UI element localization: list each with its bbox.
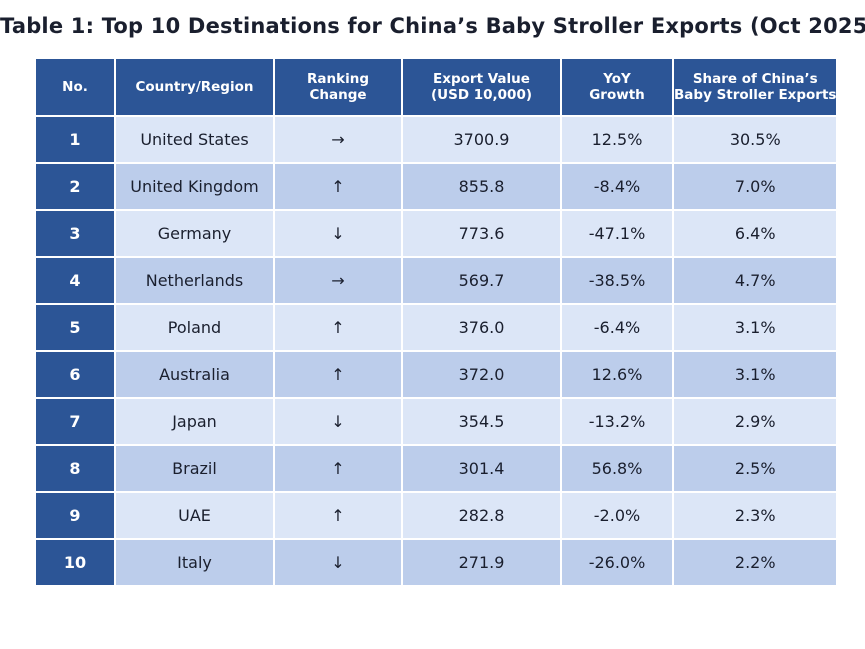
cell-ranking-change: ↑ (273, 491, 403, 540)
header-country: Country/Region (114, 57, 275, 117)
cell-rank: 4 (34, 256, 116, 305)
cell-share: 6.4% (671, 209, 839, 258)
cell-export-value: 354.5 (401, 397, 562, 446)
header-share-line-1: Share of China’s (692, 71, 818, 87)
cell-yoy-growth: 12.6% (560, 350, 674, 399)
cell-rank: 7 (34, 397, 116, 446)
cell-country: United Kingdom (114, 162, 275, 211)
cell-country: Brazil (114, 444, 275, 493)
header-no: No. (34, 57, 116, 117)
cell-ranking-change: ↑ (273, 350, 403, 399)
cell-yoy-growth: -2.0% (560, 491, 674, 540)
header-row: No. Country/Region Ranking Change Export… (34, 57, 839, 117)
cell-export-value: 855.8 (401, 162, 562, 211)
cell-export-value: 569.7 (401, 256, 562, 305)
cell-ranking-change: → (273, 115, 403, 164)
cell-rank: 2 (34, 162, 116, 211)
cell-yoy-growth: -26.0% (560, 538, 674, 587)
cell-ranking-change: ↑ (273, 303, 403, 352)
cell-ranking-change: ↓ (273, 397, 403, 446)
table-row: 2 United Kingdom ↑ 855.8 -8.4% 7.0% (34, 162, 839, 211)
cell-country: UAE (114, 491, 275, 540)
header-export-line-2: (USD 10,000) (430, 87, 533, 103)
cell-ranking-change: ↑ (273, 162, 403, 211)
cell-country: Italy (114, 538, 275, 587)
header-yoy-line-2: Growth (589, 87, 645, 103)
cell-country: Australia (114, 350, 275, 399)
header-export-line-1: Export Value (433, 71, 530, 87)
cell-export-value: 376.0 (401, 303, 562, 352)
header-country-line-1: Country/Region (135, 79, 254, 95)
cell-share: 2.9% (671, 397, 839, 446)
cell-ranking-change: ↓ (273, 538, 403, 587)
header-yoy-growth: YoY Growth (560, 57, 674, 117)
cell-yoy-growth: -6.4% (560, 303, 674, 352)
cell-rank: 1 (34, 115, 116, 164)
header-export-value: Export Value (USD 10,000) (401, 57, 562, 117)
cell-share: 3.1% (671, 350, 839, 399)
cell-share: 3.1% (671, 303, 839, 352)
cell-rank: 3 (34, 209, 116, 258)
table-row: 6 Australia ↑ 372.0 12.6% 3.1% (34, 350, 839, 399)
cell-share: 2.5% (671, 444, 839, 493)
cell-share: 2.2% (671, 538, 839, 587)
cell-yoy-growth: 56.8% (560, 444, 674, 493)
cell-export-value: 282.8 (401, 491, 562, 540)
cell-export-value: 773.6 (401, 209, 562, 258)
cell-country: United States (114, 115, 275, 164)
cell-country: Poland (114, 303, 275, 352)
header-share: Share of China’s Baby Stroller Exports (671, 57, 839, 117)
cell-share: 4.7% (671, 256, 839, 305)
table-row: 1 United States → 3700.9 12.5% 30.5% (34, 115, 839, 164)
cell-rank: 9 (34, 491, 116, 540)
cell-rank: 5 (34, 303, 116, 352)
cell-rank: 6 (34, 350, 116, 399)
table-row: 10 Italy ↓ 271.9 -26.0% 2.2% (34, 538, 839, 587)
header-ranking-line-1: Ranking (307, 71, 369, 87)
cell-export-value: 271.9 (401, 538, 562, 587)
table-row: 3 Germany ↓ 773.6 -47.1% 6.4% (34, 209, 839, 258)
cell-yoy-growth: -47.1% (560, 209, 674, 258)
cell-yoy-growth: -13.2% (560, 397, 674, 446)
cell-country: Netherlands (114, 256, 275, 305)
cell-rank: 10 (34, 538, 116, 587)
cell-yoy-growth: -38.5% (560, 256, 674, 305)
cell-ranking-change: ↓ (273, 209, 403, 258)
cell-yoy-growth: 12.5% (560, 115, 674, 164)
cell-share: 2.3% (671, 491, 839, 540)
header-ranking-change: Ranking Change (273, 57, 403, 117)
table-row: 7 Japan ↓ 354.5 -13.2% 2.9% (34, 397, 839, 446)
header-yoy-line-1: YoY (603, 71, 631, 87)
cell-ranking-change: → (273, 256, 403, 305)
table-row: 9 UAE ↑ 282.8 -2.0% 2.3% (34, 491, 839, 540)
cell-ranking-change: ↑ (273, 444, 403, 493)
cell-share: 30.5% (671, 115, 839, 164)
header-ranking-line-2: Change (309, 87, 367, 103)
table-row: 4 Netherlands → 569.7 -38.5% 4.7% (34, 256, 839, 305)
table-row: 8 Brazil ↑ 301.4 56.8% 2.5% (34, 444, 839, 493)
exports-table: No. Country/Region Ranking Change Export… (34, 57, 839, 587)
header-share-line-2: Baby Stroller Exports (674, 87, 837, 103)
cell-country: Japan (114, 397, 275, 446)
cell-export-value: 3700.9 (401, 115, 562, 164)
cell-export-value: 301.4 (401, 444, 562, 493)
cell-rank: 8 (34, 444, 116, 493)
cell-yoy-growth: -8.4% (560, 162, 674, 211)
cell-share: 7.0% (671, 162, 839, 211)
header-no-line-1: No. (62, 79, 88, 95)
cell-country: Germany (114, 209, 275, 258)
table-row: 5 Poland ↑ 376.0 -6.4% 3.1% (34, 303, 839, 352)
table-title: Table 1: Top 10 Destinations for China’s… (0, 14, 865, 38)
cell-export-value: 372.0 (401, 350, 562, 399)
